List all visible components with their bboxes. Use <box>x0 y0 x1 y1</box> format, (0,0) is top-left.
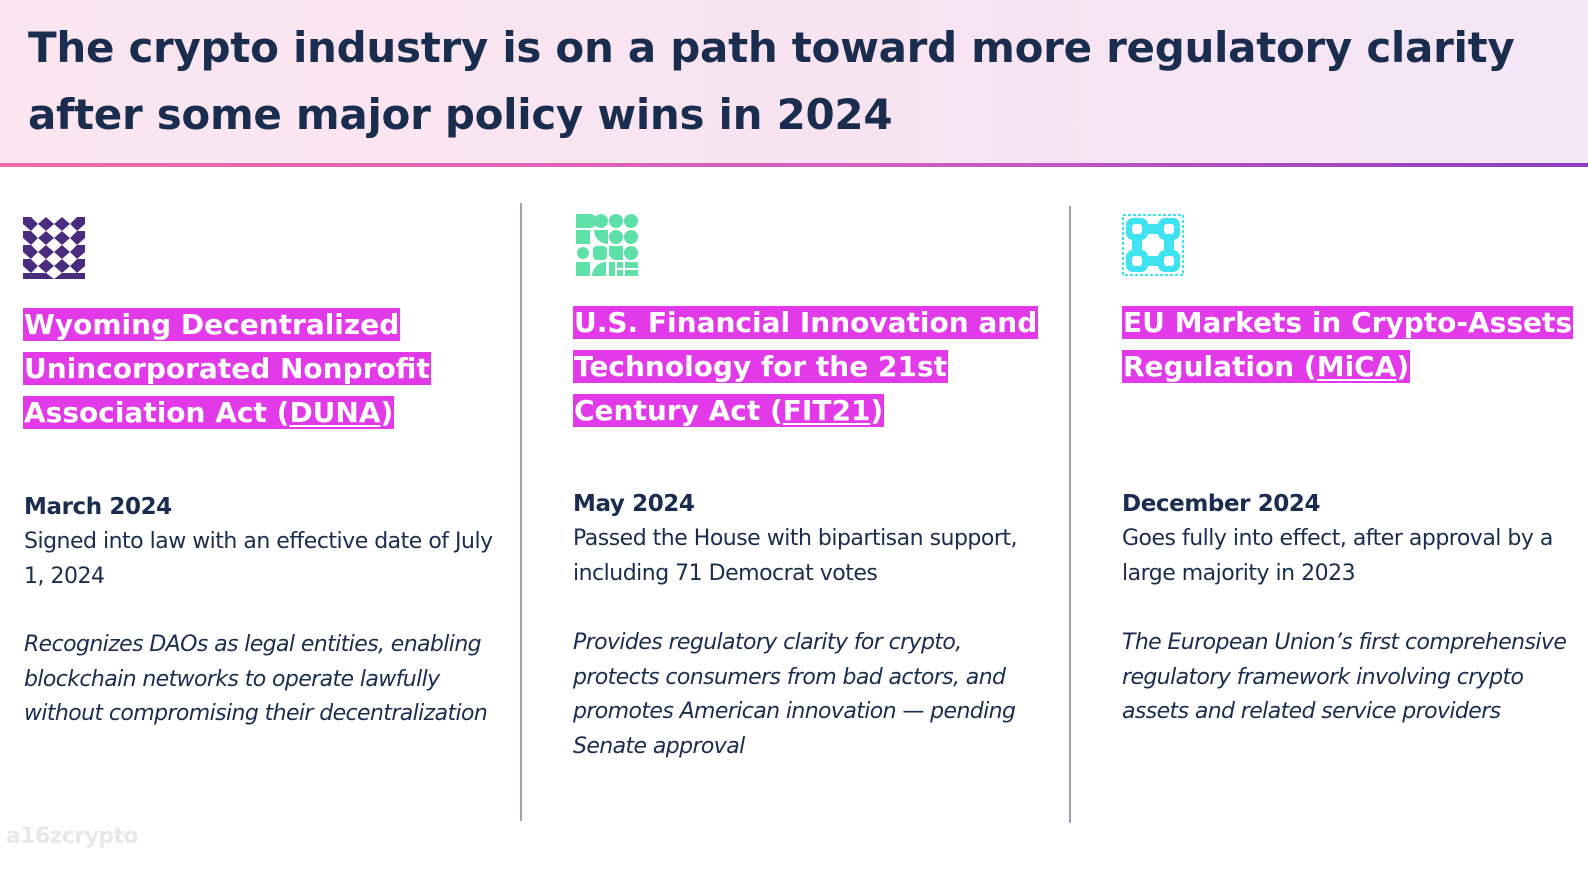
act-title-text: EU Markets in Crypto-Assets Regulation ( <box>1123 306 1573 383</box>
act-description: Recognizes DAOs as legal entities, enabl… <box>24 632 488 726</box>
act-title-highlight: Wyoming Decentralized Unincorporated Non… <box>23 308 431 429</box>
column-divider-2 <box>1069 206 1071 823</box>
brand-watermark: a16zcrypto <box>6 824 138 849</box>
act-status: Signed into law with an effective date o… <box>24 529 493 589</box>
act-title-fit21: U.S. Financial Innovation and Technology… <box>573 301 1043 433</box>
woven-pattern-icon <box>23 217 85 279</box>
act-status: Goes fully into effect, after approval b… <box>1122 526 1553 586</box>
act-title-mica: EU Markets in Crypto-Assets Regulation (… <box>1122 301 1582 389</box>
chain-links-icon <box>1122 214 1184 276</box>
policy-card-mica: EU Markets in Crypto-Assets Regulation (… <box>1099 0 1588 870</box>
act-title-text: Wyoming Decentralized Unincorporated Non… <box>24 308 430 429</box>
act-title-suffix: ) <box>1396 350 1410 383</box>
act-status: Passed the House with bipartisan support… <box>573 526 1018 586</box>
act-title-duna: Wyoming Decentralized Unincorporated Non… <box>23 303 493 435</box>
act-title-suffix: ) <box>870 394 884 427</box>
act-title-highlight: EU Markets in Crypto-Assets Regulation (… <box>1122 306 1574 383</box>
header-divider <box>0 163 1588 167</box>
act-title-suffix: ) <box>380 396 394 429</box>
act-title-text: U.S. Financial Innovation and Technology… <box>574 306 1038 427</box>
policy-card-fit21: U.S. Financial Innovation and Technology… <box>550 0 1070 870</box>
act-description: The European Union’s first comprehensive… <box>1122 630 1567 724</box>
act-description: Provides regulatory clarity for crypto, … <box>573 630 1016 759</box>
act-date: March 2024 <box>24 494 172 520</box>
geometric-shapes-icon <box>576 214 638 276</box>
act-title-highlight: U.S. Financial Innovation and Technology… <box>573 306 1039 427</box>
act-abbreviation-link[interactable]: MiCA <box>1316 350 1397 383</box>
act-abbreviation-link[interactable]: DUNA <box>289 396 381 429</box>
page-title: The crypto industry is on a path toward … <box>28 23 1515 139</box>
column-divider-1 <box>520 203 522 821</box>
header-banner: The crypto industry is on a path toward … <box>0 0 1588 165</box>
act-abbreviation-link[interactable]: FIT21 <box>782 394 871 427</box>
act-date: May 2024 <box>573 491 695 517</box>
act-date: December 2024 <box>1122 491 1321 517</box>
policy-card-duna: Wyoming Decentralized Unincorporated Non… <box>0 0 520 870</box>
